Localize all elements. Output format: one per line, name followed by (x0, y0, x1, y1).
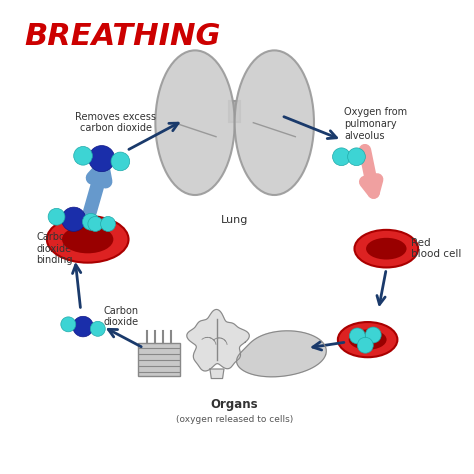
Ellipse shape (366, 238, 407, 259)
Ellipse shape (355, 230, 418, 267)
Circle shape (365, 327, 381, 343)
Text: Carbon
dioxide: Carbon dioxide (103, 306, 138, 327)
Circle shape (89, 146, 115, 172)
Text: Organs: Organs (211, 398, 258, 411)
Circle shape (347, 148, 365, 165)
Text: Lung: Lung (221, 215, 248, 225)
Text: (oxygen released to cells): (oxygen released to cells) (176, 415, 293, 424)
Circle shape (91, 321, 105, 336)
Ellipse shape (62, 225, 113, 253)
Circle shape (61, 317, 76, 332)
Polygon shape (187, 310, 249, 371)
Ellipse shape (349, 329, 387, 350)
Circle shape (73, 146, 92, 165)
Polygon shape (237, 331, 326, 377)
Circle shape (62, 207, 86, 231)
Circle shape (357, 337, 373, 353)
Circle shape (73, 316, 93, 337)
Text: Oxygen from
pulmonary
alveolus: Oxygen from pulmonary alveolus (344, 108, 408, 141)
Circle shape (349, 328, 365, 344)
Circle shape (333, 148, 350, 165)
Circle shape (88, 217, 103, 231)
Ellipse shape (155, 50, 235, 195)
Circle shape (82, 213, 99, 230)
Text: Removes excess
carbon dioxide: Removes excess carbon dioxide (75, 112, 156, 133)
Text: BREATHING: BREATHING (25, 22, 221, 51)
Circle shape (111, 152, 130, 171)
Ellipse shape (47, 216, 128, 263)
Bar (138, 343, 180, 375)
Text: Carbon
dioxide
binding: Carbon dioxide binding (36, 232, 73, 265)
Text: Red
blood cell: Red blood cell (411, 238, 461, 259)
Circle shape (100, 217, 116, 231)
Polygon shape (210, 369, 224, 379)
Ellipse shape (338, 322, 397, 357)
Bar (229, 101, 240, 122)
Circle shape (48, 209, 65, 225)
Ellipse shape (235, 50, 314, 195)
